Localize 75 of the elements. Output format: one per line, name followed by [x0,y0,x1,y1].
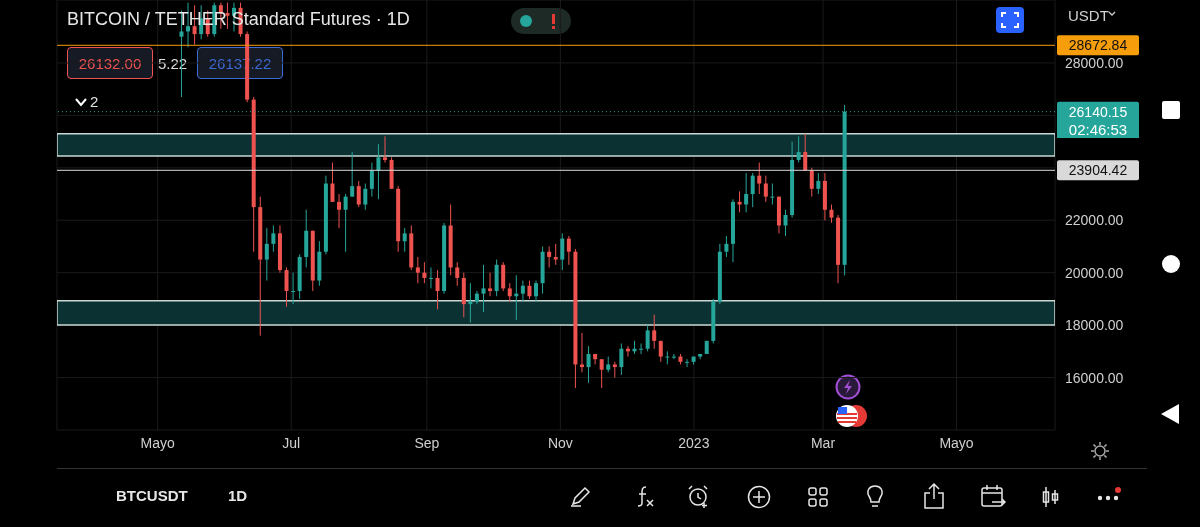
candlestick [534,280,539,303]
annotation: 26132.00 [67,47,153,79]
candlestick [291,272,296,305]
candlestick [586,345,591,384]
candlestick [809,167,814,198]
candlestick [763,175,768,203]
y-tick-label: 18000.00 [1065,317,1124,334]
candlestick [645,324,650,352]
candlestick [264,227,269,282]
candlestick [350,151,355,198]
x-tick-label: Sep [414,434,440,451]
ref-line-label: 23904.42 [1068,162,1128,179]
candlestick [501,261,506,292]
candlestick [455,261,460,287]
ref-line-label: 28672.84 [1068,37,1128,54]
candlestick [593,353,598,365]
candlestick [744,172,749,213]
candlestick [402,227,407,253]
y-tick-label: 28000.00 [1065,54,1124,71]
candlestick [435,269,440,310]
candlestick [816,172,821,195]
candlestick [737,190,742,213]
ref-line-label: 26140.15 [1068,103,1128,120]
candlestick [383,135,388,164]
x-tick-label: 2023 [678,434,710,451]
candlestick [343,193,348,253]
candlestick [507,282,512,303]
candlestick [488,272,493,297]
annotation: 2 [90,93,99,110]
candlestick [422,261,427,284]
candlestick [284,266,289,308]
x-tick-label: Mayo [939,434,974,451]
candlestick [547,245,552,268]
candlestick [363,183,368,211]
candlestick [520,280,525,303]
x-tick-label: Nov [547,434,573,451]
y-tick-label: 22000.00 [1065,212,1124,229]
text: BTCUSDT [116,487,188,504]
candlestick [271,224,276,253]
candlestick [356,180,361,208]
x-tick-label: Mayo [140,434,176,451]
candlestick [579,332,584,373]
x-tick-label: Mar [810,434,836,451]
candlestick [685,358,690,368]
candlestick [481,264,486,313]
candlestick [330,162,335,203]
text: 02:46:53 [1057,120,1139,138]
candlestick [724,235,729,258]
candlestick [783,209,788,237]
x-tick-label: Jul [282,434,301,451]
candlestick [639,342,644,355]
candlestick [757,162,762,195]
candlestick [566,235,571,266]
candlestick [619,342,624,376]
candlestick [560,232,565,271]
candlestick [770,183,775,206]
text: 1D [228,487,248,504]
candlestick [376,143,381,200]
candlestick [599,358,604,389]
candlestick [652,314,657,350]
y-tick-label: 16000.00 [1065,369,1124,386]
candlestick [337,193,342,229]
candlestick [369,162,374,198]
candlestick [415,256,420,284]
candlestick [665,350,670,365]
candlestick [553,243,558,266]
candlestick [796,135,801,164]
y-tick-label: 20000.00 [1065,264,1124,281]
candlestick [671,353,676,360]
candlestick [803,133,808,171]
candlestick [750,172,755,208]
text: USDT [1068,7,1109,24]
candlestick [527,280,532,300]
candlestick [829,204,834,224]
candlestick [428,266,433,289]
